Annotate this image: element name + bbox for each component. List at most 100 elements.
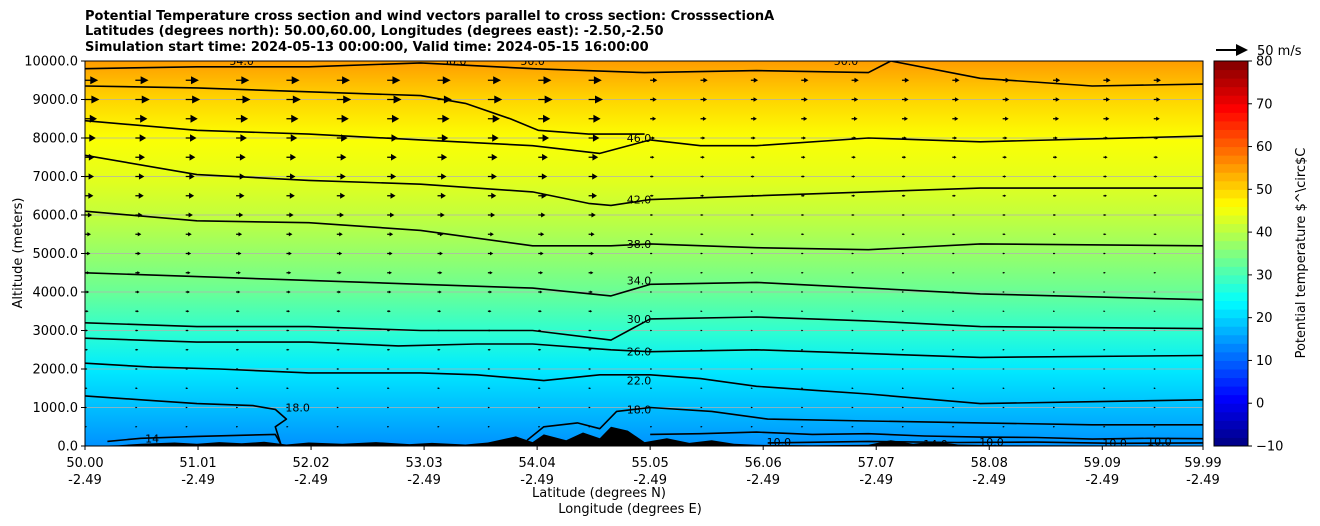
wind-vector	[1103, 406, 1106, 409]
wind-vector	[901, 136, 907, 140]
wind-vector	[801, 291, 804, 293]
colorbar-tick-label: 70	[1256, 97, 1273, 112]
wind-vector	[801, 252, 804, 255]
wind-vector	[901, 310, 904, 312]
wind-vector	[952, 310, 955, 312]
wind-vector	[801, 175, 805, 178]
contour-22	[85, 362, 1203, 405]
wind-vector	[135, 329, 139, 332]
wind-vector	[387, 309, 391, 313]
colorbar-band	[1214, 326, 1248, 336]
wind-vector	[750, 155, 756, 159]
y-tick-label: 9000.0	[33, 93, 79, 108]
wind-vector	[1103, 77, 1111, 83]
wind-vector	[286, 329, 290, 332]
wind-vector	[135, 134, 147, 142]
colorbar-band	[1214, 86, 1248, 96]
wind-vector	[700, 194, 705, 198]
wind-vector	[1002, 329, 1005, 332]
wind-vector	[901, 426, 904, 428]
wind-vector	[387, 348, 391, 351]
wind-vector	[952, 406, 955, 409]
colorbar-tick-label: 0	[1256, 397, 1264, 412]
wind-vector	[1153, 213, 1157, 217]
x-tick-label-lon: -2.49	[972, 473, 1006, 488]
wind-vector	[336, 387, 340, 390]
wind-vector	[437, 290, 442, 294]
wind-vector	[1002, 387, 1005, 389]
wind-vector	[286, 95, 301, 104]
wind-vector	[750, 387, 753, 389]
wind-vector	[901, 116, 908, 121]
wind-vector	[1053, 349, 1056, 351]
wind-vector	[901, 252, 905, 255]
wind-vector	[801, 116, 808, 121]
contour-18	[85, 395, 288, 445]
contour-label: 14.0	[923, 438, 948, 451]
wind-vector	[750, 329, 753, 332]
wind-vector	[236, 192, 245, 199]
wind-vector	[851, 136, 857, 140]
wind-vector	[85, 329, 88, 332]
wind-vector	[952, 368, 955, 370]
wind-vector	[851, 233, 855, 236]
wind-vector	[185, 76, 199, 85]
wind-vector	[437, 114, 450, 123]
wind-vector	[85, 95, 100, 104]
wind-vector	[487, 192, 497, 199]
wind-vector	[286, 426, 289, 428]
wind-vector	[336, 212, 345, 218]
wind-vector	[135, 251, 141, 256]
wind-vector	[1153, 271, 1157, 274]
wind-vector	[750, 136, 756, 140]
wind-vector	[437, 387, 440, 390]
wind-vector	[1153, 175, 1158, 178]
wind-vector	[1153, 77, 1161, 83]
wind-vector	[85, 290, 90, 294]
wind-vector	[851, 77, 859, 83]
wind-vector	[487, 76, 502, 85]
wind-vector	[851, 329, 854, 332]
wind-vector	[437, 368, 440, 370]
contour-10	[767, 440, 1203, 445]
colorbar-band	[1214, 369, 1248, 379]
wind-vector	[135, 426, 138, 428]
wind-vector	[437, 426, 440, 428]
wind-vector	[952, 136, 958, 140]
wind-vector	[1103, 310, 1106, 312]
wind-vector	[588, 387, 592, 390]
wind-vector	[538, 153, 548, 161]
wind-vector	[236, 309, 240, 313]
wind-vector	[1002, 349, 1005, 351]
wind-vector	[700, 77, 708, 83]
colorbar-band	[1214, 78, 1248, 88]
colorbar-band	[1214, 215, 1248, 225]
wind-vector	[1002, 97, 1010, 102]
wind-vector	[487, 153, 498, 161]
wind-vector	[538, 95, 553, 104]
wind-vector	[135, 348, 139, 351]
x-tick-label-lat: 51.01	[179, 456, 216, 471]
wind-vector	[952, 194, 956, 198]
wind-vector	[851, 291, 854, 293]
colorbar-band	[1214, 189, 1248, 199]
wind-vector	[1153, 116, 1160, 121]
wind-vector	[1002, 368, 1005, 370]
wind-vector	[901, 175, 906, 178]
colorbar-label: Potential temperature $^\circ$C	[1294, 148, 1309, 359]
wind-vector	[700, 233, 704, 236]
wind-vector	[236, 290, 241, 294]
wind-vector	[1103, 426, 1106, 428]
wind-vector	[135, 368, 138, 370]
wind-vector	[538, 212, 546, 218]
wind-vector	[851, 175, 856, 178]
x-tick-label-lon: -2.49	[1186, 473, 1220, 488]
wind-vector	[1103, 291, 1106, 293]
wind-vector	[387, 251, 393, 256]
colorbar-frame	[1213, 60, 1249, 447]
wind-vector	[750, 271, 754, 274]
wind-vector	[538, 192, 547, 199]
wind-vector	[1053, 116, 1060, 121]
wind-vector	[700, 116, 707, 121]
colorbar-tick-label: 10	[1256, 354, 1273, 369]
